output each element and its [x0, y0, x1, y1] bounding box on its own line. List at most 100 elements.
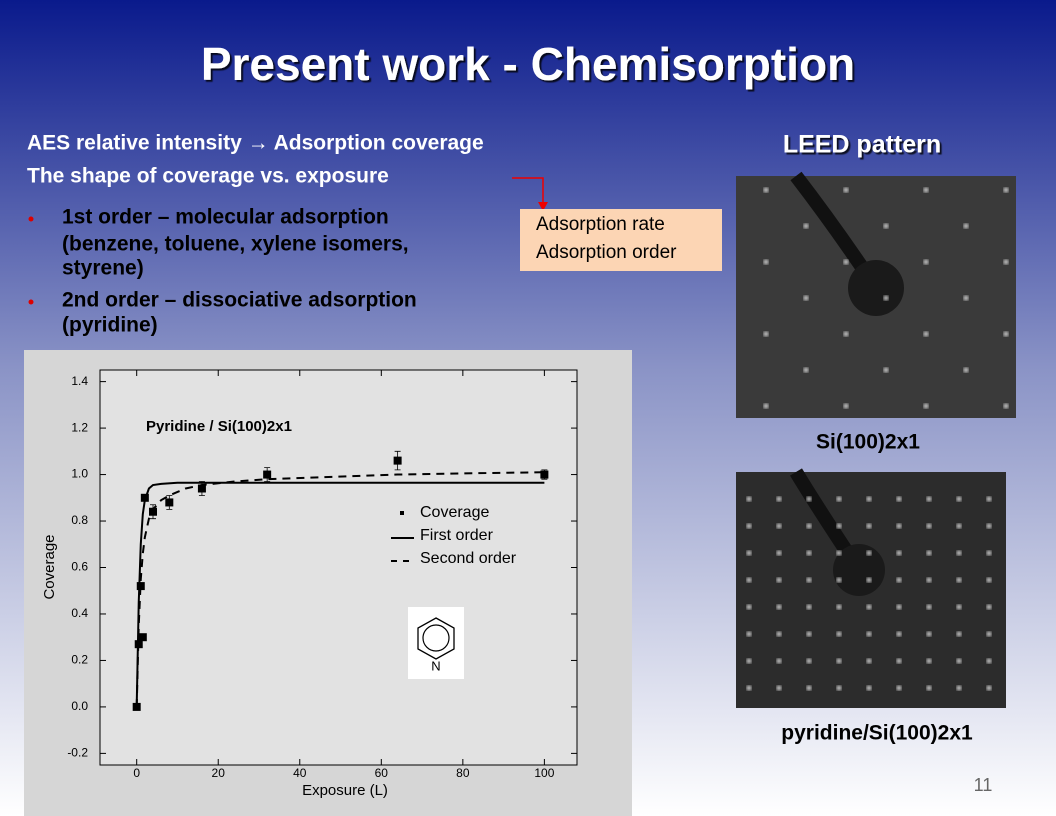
leed-spot [866, 604, 872, 610]
leed-spot [923, 187, 929, 193]
leed-spot [806, 631, 812, 637]
leed-spot [746, 496, 752, 502]
leed-spot [883, 367, 889, 373]
leed-spot [806, 523, 812, 529]
x-axis-label: Exposure (L) [302, 782, 388, 799]
slide-title: Present work - Chemisorption [201, 38, 855, 90]
leed-spot [843, 403, 849, 409]
label-bg [430, 660, 442, 674]
leed-spot [746, 550, 752, 556]
leed-spot [1003, 331, 1009, 337]
data-point [393, 456, 402, 465]
plot-area [99, 369, 578, 766]
leed-spot [963, 295, 969, 301]
leed-spot [866, 685, 872, 691]
molecule-label: N [431, 658, 440, 673]
leed-spot [836, 496, 842, 502]
data-point [197, 484, 206, 493]
leed-spot [836, 523, 842, 529]
y-tick-label: 1.2 [71, 420, 88, 434]
leed-spot [866, 577, 872, 583]
leed-spot [866, 550, 872, 556]
fit-line [135, 471, 545, 707]
leed-spot [803, 295, 809, 301]
leed-screen [833, 544, 885, 596]
leed-spot [963, 223, 969, 229]
intro-line: The shape of coverage vs. exposure [27, 165, 389, 188]
leed-spot [926, 685, 932, 691]
leed-spot [746, 631, 752, 637]
leed-spot [1003, 403, 1009, 409]
leed-spot [836, 604, 842, 610]
y-axis-label: Coverage [41, 534, 58, 599]
leed-spot [956, 496, 962, 502]
y-tick-label: 0.2 [71, 653, 88, 667]
y-tick-label: 0.6 [71, 560, 88, 574]
leed-spot [986, 685, 992, 691]
leed-spot [926, 577, 932, 583]
data-point [263, 470, 272, 479]
pyridine-ring [417, 617, 455, 660]
leed-spot [926, 523, 932, 529]
y-tick-label: 0.8 [71, 513, 88, 527]
legend-symbol [400, 511, 404, 515]
leed-spot [806, 685, 812, 691]
leed-spot [763, 259, 769, 265]
leed-screen [848, 260, 904, 316]
leed-spot [883, 223, 889, 229]
data-point [540, 470, 549, 479]
chart-annotation: Pyridine / Si(100)2x1 [146, 418, 292, 435]
y-tick-label: 0.0 [71, 699, 88, 713]
page-number: 11 [974, 775, 993, 795]
data-point [136, 582, 145, 591]
leed-spot [896, 631, 902, 637]
leed-spot [763, 187, 769, 193]
leed-spot [926, 550, 932, 556]
leed-spot [986, 631, 992, 637]
leed-spot [776, 577, 782, 583]
leed-spot [776, 631, 782, 637]
leed-spot [986, 523, 992, 529]
leed-spot [986, 577, 992, 583]
fit-line [135, 481, 545, 707]
y-tick-label: -0.2 [67, 746, 88, 760]
leed-spot [746, 685, 752, 691]
pyridine-aromatic [422, 624, 450, 652]
legend-label: Second order [420, 550, 517, 567]
leed-spot [776, 604, 782, 610]
x-tick-label: 60 [375, 766, 389, 780]
leed-spot [986, 658, 992, 664]
leed-spot [896, 604, 902, 610]
leed-spot [956, 577, 962, 583]
leed-spot [883, 295, 889, 301]
leed-spot [896, 523, 902, 529]
leed-spot [986, 604, 992, 610]
callout-box [520, 209, 722, 271]
leed-spot [896, 577, 902, 583]
bullet-text: (pyridine) [62, 314, 158, 337]
leed-spot [843, 187, 849, 193]
bullet-dot [28, 299, 34, 305]
leed-spot [956, 658, 962, 664]
leed-spot [806, 550, 812, 556]
leed-spot [956, 523, 962, 529]
y-tick-label: 0.4 [71, 606, 88, 620]
leed-spot [806, 496, 812, 502]
x-tick-label: 80 [456, 766, 470, 780]
callout-text: Adsorption rate [536, 214, 665, 235]
x-tick-label: 0 [133, 766, 140, 780]
leed-spot [926, 496, 932, 502]
bullet-text: 1st order – molecular adsorption [62, 206, 389, 229]
leed-spot [866, 496, 872, 502]
x-tick-label: 100 [534, 766, 554, 780]
leed-spot [776, 496, 782, 502]
leed-spot [776, 685, 782, 691]
leed-spot [806, 577, 812, 583]
intro-line: AES relative intensity → Adsorption cove… [27, 132, 484, 155]
y-tick-label: 1.4 [71, 374, 88, 388]
leed-image [736, 468, 1006, 708]
callout-text: Adsorption order [536, 242, 677, 263]
connector [512, 177, 544, 204]
bullet-dot [28, 216, 34, 222]
leed-spot [923, 331, 929, 337]
